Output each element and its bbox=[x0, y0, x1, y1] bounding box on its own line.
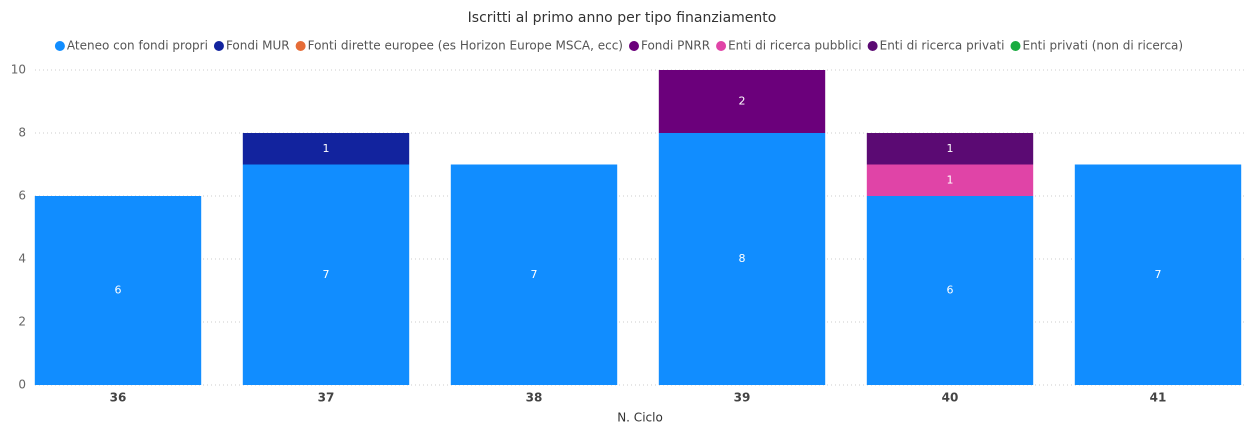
data-label: 7 bbox=[323, 268, 330, 281]
y-tick-label: 0 bbox=[18, 378, 26, 392]
bar-segment bbox=[242, 164, 410, 385]
data-label: 6 bbox=[947, 284, 954, 297]
data-label: 1 bbox=[947, 173, 954, 186]
data-label: 1 bbox=[323, 142, 330, 155]
chart-title: Iscritti al primo anno per tipo finanzia… bbox=[468, 10, 777, 26]
data-label: 8 bbox=[739, 252, 746, 265]
legend-marker bbox=[54, 41, 65, 51]
legend-label: Fondi MUR bbox=[226, 39, 290, 53]
bar-segment bbox=[866, 164, 1034, 196]
x-tick-label: 36 bbox=[110, 391, 127, 405]
y-tick-label: 6 bbox=[18, 189, 26, 203]
legend-label: Enti privati (non di ricerca) bbox=[1022, 39, 1183, 53]
data-label: 7 bbox=[531, 268, 538, 281]
legend-marker bbox=[867, 41, 878, 51]
y-tick-label: 2 bbox=[18, 315, 26, 329]
data-label: 6 bbox=[115, 284, 122, 297]
legend-label: Ateneo con fondi propri bbox=[67, 39, 208, 53]
bar-segment bbox=[658, 70, 826, 133]
data-label: 1 bbox=[947, 142, 954, 155]
bar-segment bbox=[866, 133, 1034, 165]
x-tick-label: 40 bbox=[942, 391, 959, 405]
legend-label: Enti di ricerca pubblici bbox=[728, 39, 862, 53]
bar-segment bbox=[450, 164, 618, 385]
legend-label: Fondi PNRR bbox=[641, 39, 710, 53]
x-tick-label: 41 bbox=[1150, 391, 1167, 405]
x-tick-label: 39 bbox=[734, 391, 751, 405]
legend-marker bbox=[295, 41, 306, 51]
y-tick-label: 8 bbox=[18, 126, 26, 140]
bar-segment bbox=[34, 196, 202, 385]
data-label: 2 bbox=[739, 95, 746, 108]
data-label: 7 bbox=[1155, 268, 1162, 281]
legend-label: Fonti dirette europee (es Horizon Europe… bbox=[308, 39, 623, 53]
legend-marker bbox=[716, 41, 727, 51]
x-axis-title: N. Ciclo bbox=[617, 411, 663, 425]
x-tick-label: 38 bbox=[526, 391, 543, 405]
legend-marker bbox=[213, 41, 224, 51]
legend-marker bbox=[628, 41, 639, 51]
y-tick-label: 10 bbox=[11, 63, 26, 77]
bar-segment bbox=[1074, 164, 1242, 385]
y-tick-label: 4 bbox=[18, 252, 26, 266]
bar-segment bbox=[658, 133, 826, 385]
x-tick-label: 37 bbox=[318, 391, 335, 405]
legend-marker bbox=[1010, 41, 1021, 51]
bar-segment bbox=[866, 196, 1034, 385]
legend-label: Enti di ricerca privati bbox=[880, 39, 1005, 53]
bar-segment bbox=[242, 133, 410, 165]
